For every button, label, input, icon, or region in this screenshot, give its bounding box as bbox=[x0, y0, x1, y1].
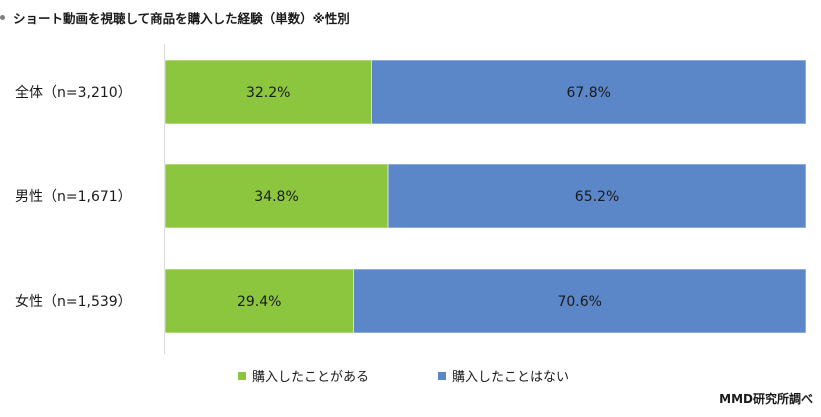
legend-swatch-not-purchased bbox=[438, 371, 446, 380]
chart-title: ショート動画を視聴して商品を購入した経験（単数）※性別 bbox=[13, 10, 350, 26]
category-label-female: 女性（n=1,539） bbox=[15, 293, 132, 310]
bullet-dot-icon bbox=[0, 14, 5, 20]
category-label-all: 全体（n=3,210） bbox=[15, 84, 132, 101]
data-label-purchased-all: 32.2% bbox=[246, 85, 290, 101]
bar-purchased-male bbox=[164, 163, 389, 229]
bars-layer: 全体（n=3,210） 32.2% 67.8% 男性（n=1,671） 34.8% 65.… bbox=[15, 59, 807, 334]
legend-label-purchased: 購入したことがある bbox=[252, 370, 370, 385]
data-label-purchased-male: 34.8% bbox=[254, 189, 298, 205]
legend-item-purchased: 購入したことがある bbox=[238, 366, 369, 385]
bar-not-purchased-all bbox=[371, 59, 807, 125]
bar-purchased-female bbox=[164, 268, 354, 334]
data-label-purchased-female: 29.4% bbox=[237, 294, 281, 310]
legend: 購入したことがある 購入したことはない bbox=[0, 366, 821, 388]
source-note: MMD研究所調べ bbox=[719, 392, 813, 406]
bar-not-purchased-male bbox=[387, 163, 807, 229]
data-label-not-purchased-all: 67.8% bbox=[566, 85, 610, 101]
chart-title-row: ショート動画を視聴して商品を購入した経験（単数）※性別 bbox=[0, 8, 350, 26]
data-label-not-purchased-female: 70.6% bbox=[557, 294, 601, 310]
legend-item-not-purchased: 購入したことはない bbox=[438, 366, 569, 385]
bar-purchased-all bbox=[164, 59, 372, 125]
bar-not-purchased-female bbox=[353, 268, 807, 334]
legend-label-not-purchased: 購入したことはない bbox=[452, 370, 570, 385]
legend-swatch-purchased bbox=[238, 371, 246, 380]
data-label-not-purchased-male: 65.2% bbox=[575, 189, 619, 205]
category-label-male: 男性（n=1,671） bbox=[15, 189, 132, 205]
